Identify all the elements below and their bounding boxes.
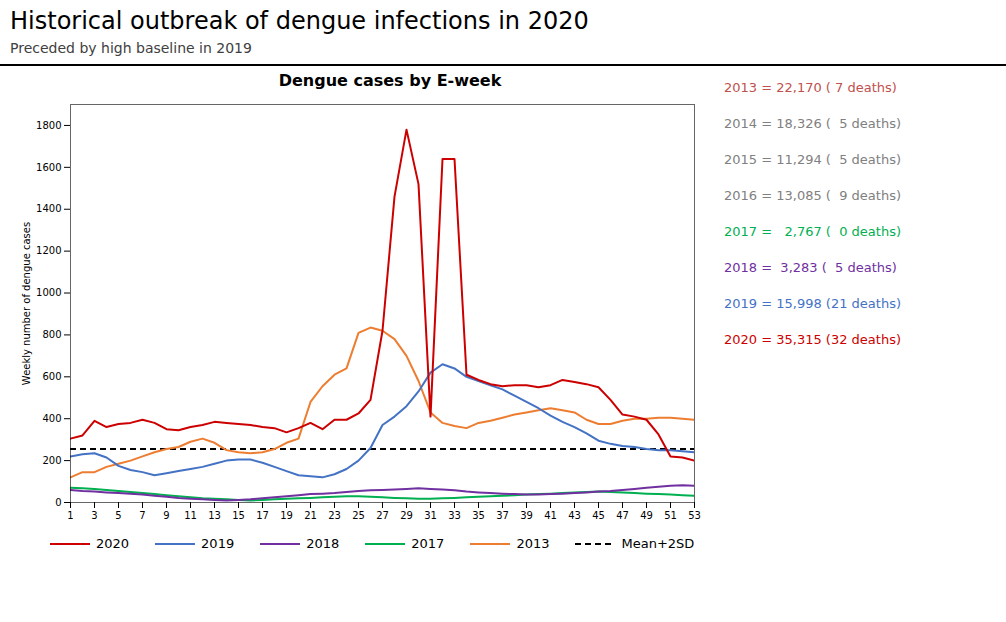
- svg-text:17: 17: [256, 510, 269, 521]
- html-text:Dengue cases by E-week: Dengue cases by E-week: [278, 71, 502, 90]
- svg-text:3: 3: [91, 510, 97, 521]
- svg-text:51: 51: [664, 510, 677, 521]
- svg-text:1800: 1800: [36, 120, 61, 131]
- svg-text:25: 25: [352, 510, 365, 521]
- svg-text:9: 9: [163, 510, 169, 521]
- svg-text:400: 400: [42, 413, 61, 424]
- svg-text:21: 21: [304, 510, 317, 521]
- svg-text:15: 15: [232, 510, 245, 521]
- svg-text:Weekly number of dengue cases: Weekly number of dengue cases: [21, 222, 32, 385]
- svg-text:600: 600: [42, 371, 61, 382]
- svg-text:1000: 1000: [36, 287, 61, 298]
- html-text:2018: 2018: [306, 536, 340, 551]
- svg-text:5: 5: [115, 510, 121, 521]
- svg-text:29: 29: [400, 510, 413, 521]
- svg-text:45: 45: [592, 510, 605, 521]
- svg-text:7: 7: [139, 510, 145, 521]
- html-text:2018 = 3,283 ( 5 deaths): 2018 = 3,283 ( 5 deaths): [724, 260, 897, 275]
- svg-text:43: 43: [568, 510, 581, 521]
- html-text:Mean+2SD: Mean+2SD: [621, 536, 695, 551]
- svg-text:11: 11: [184, 510, 197, 521]
- svg-text:33: 33: [448, 510, 461, 521]
- html-text:2017 = 2,767 ( 0 deaths): 2017 = 2,767 ( 0 deaths): [724, 224, 901, 239]
- svg-text:0: 0: [55, 497, 61, 508]
- svg-text:31: 31: [424, 510, 437, 521]
- svg-text:800: 800: [42, 329, 61, 340]
- svg-text:41: 41: [544, 510, 557, 521]
- svg-text:1200: 1200: [36, 245, 61, 256]
- svg-text:49: 49: [640, 510, 653, 521]
- svg-text:53: 53: [688, 510, 701, 521]
- html-text:2016 = 13,085 ( 9 deaths): 2016 = 13,085 ( 9 deaths): [724, 188, 901, 203]
- svg-text:47: 47: [616, 510, 629, 521]
- html-text:Preceded by high baseline in 2: Preceded by high baseline in 2019: [10, 40, 252, 56]
- html-text:2019: 2019: [201, 536, 235, 551]
- svg-text:35: 35: [472, 510, 485, 521]
- svg-text:23: 23: [328, 510, 341, 521]
- html-text:2013: 2013: [516, 536, 550, 551]
- html-text:2020: 2020: [96, 536, 130, 551]
- svg-text:1: 1: [67, 510, 73, 521]
- html-text:2020 = 35,315 (32 deaths): 2020 = 35,315 (32 deaths): [724, 332, 901, 347]
- html-text:2014 = 18,326 ( 5 deaths): 2014 = 18,326 ( 5 deaths): [724, 116, 901, 131]
- svg-text:13: 13: [208, 510, 221, 521]
- html-text:2013 = 22,170 ( 7 deaths): 2013 = 22,170 ( 7 deaths): [724, 80, 897, 95]
- svg-text:39: 39: [520, 510, 533, 521]
- html-text:2015 = 11,294 ( 5 deaths): 2015 = 11,294 ( 5 deaths): [724, 152, 901, 167]
- html-text:Historical outbreak of dengue: Historical outbreak of dengue infections…: [10, 7, 589, 35]
- svg-text:1400: 1400: [36, 203, 61, 214]
- svg-text:19: 19: [280, 510, 293, 521]
- html-text:2019 = 15,998 (21 deaths): 2019 = 15,998 (21 deaths): [724, 296, 901, 311]
- html-text:2017: 2017: [411, 536, 445, 551]
- svg-text:200: 200: [42, 455, 61, 466]
- svg-text:37: 37: [496, 510, 509, 521]
- svg-text:27: 27: [376, 510, 389, 521]
- svg-text:1600: 1600: [36, 162, 61, 173]
